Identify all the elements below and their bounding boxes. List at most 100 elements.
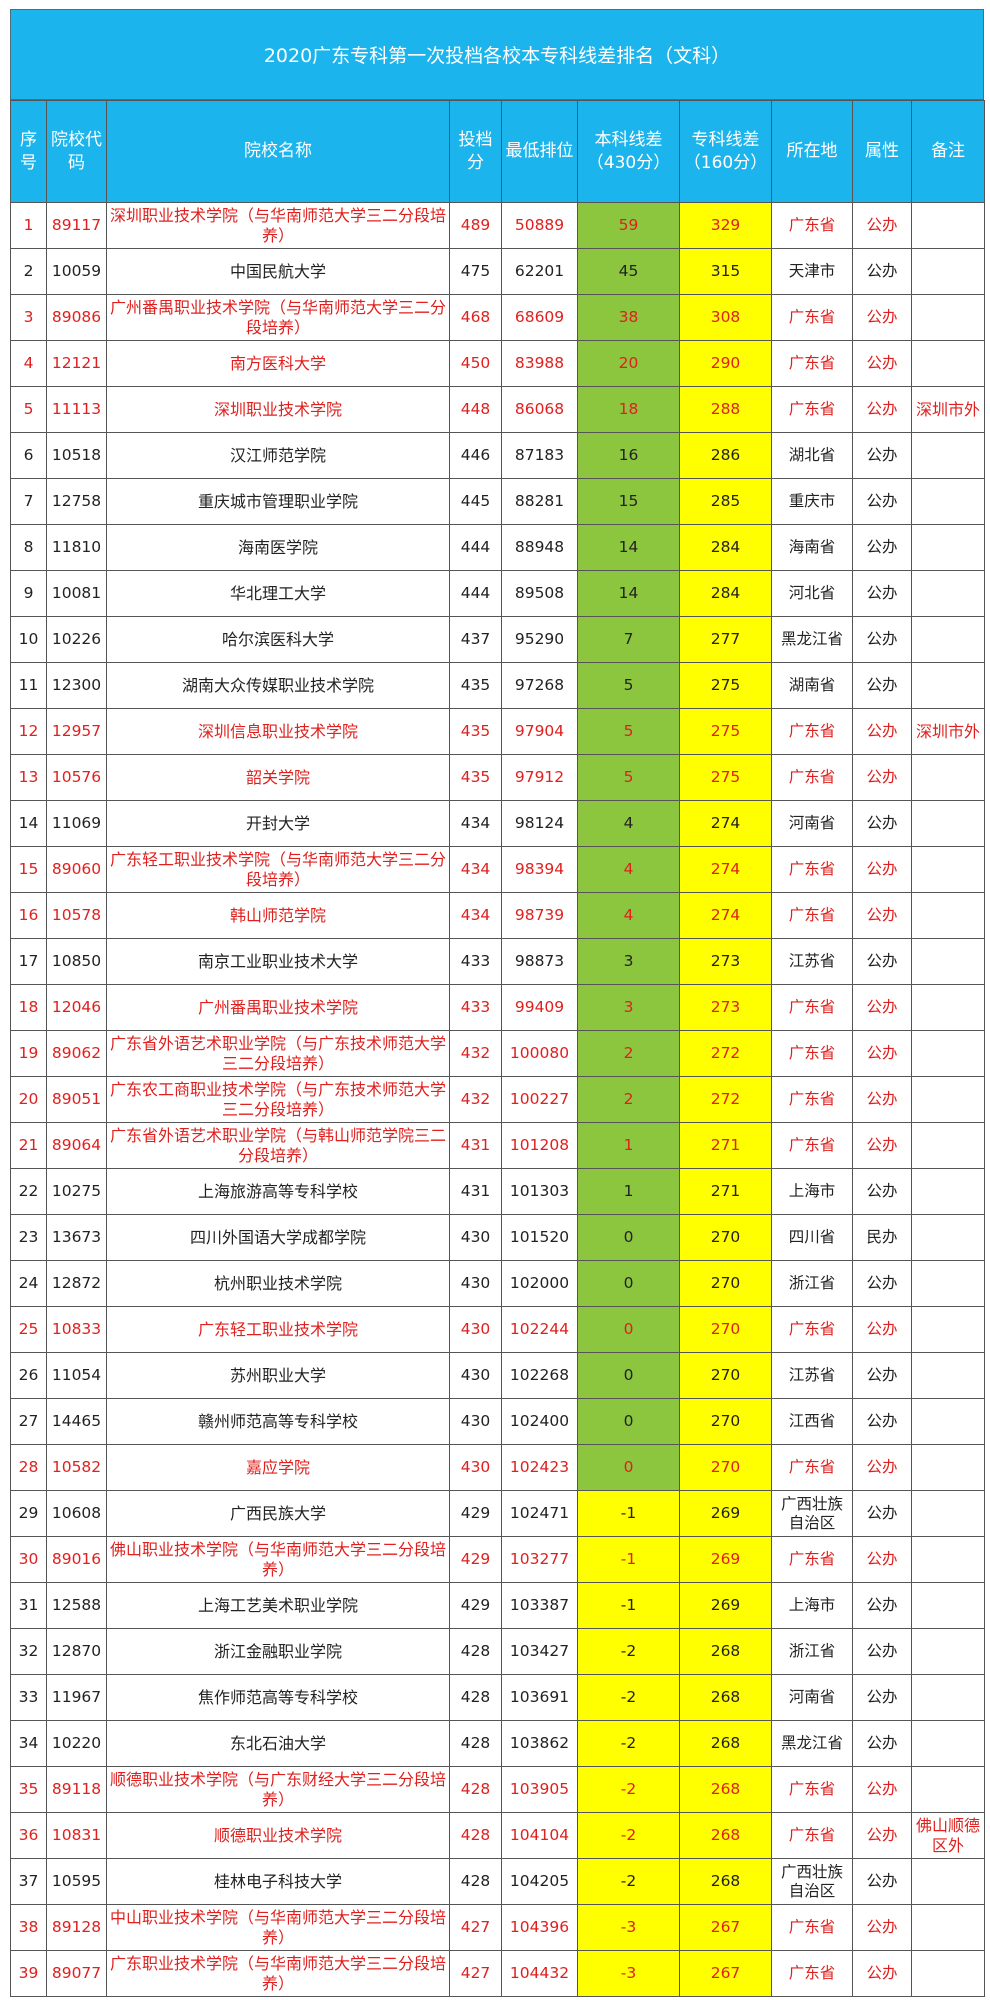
cell-rank: 102000 xyxy=(501,1260,578,1307)
ranking-table: 序号 院校代码 院校名称 投档分 最低排位 本科线差（430分） 专科线差（16… xyxy=(10,100,985,1997)
cell-rank: 101520 xyxy=(501,1214,578,1261)
cell-location: 黑龙江省 xyxy=(771,1720,853,1767)
table-row: 20 89051 广东农工商职业技术学院（与广东技术师范大学三二分段培养） 432 10… xyxy=(10,1076,985,1123)
cell-location: 四川省 xyxy=(771,1214,853,1261)
cell-code: 10831 xyxy=(46,1812,107,1859)
cell-rank: 97904 xyxy=(501,708,578,755)
cell-ben-diff: 14 xyxy=(577,570,680,617)
cell-rank: 104104 xyxy=(501,1812,578,1859)
cell-no: 39 xyxy=(10,1950,47,1997)
cell-zhuan-diff: 270 xyxy=(679,1306,772,1353)
cell-no: 28 xyxy=(10,1444,47,1491)
cell-score: 434 xyxy=(449,800,502,847)
cell-ben-diff: 1 xyxy=(577,1122,680,1169)
table-row: 6 10518 汉江师范学院 446 87183 16 286 湖北省 公办 xyxy=(10,432,985,479)
cell-location: 湖南省 xyxy=(771,662,853,709)
cell-ben-diff: 14 xyxy=(577,524,680,571)
cell-ben-diff: -1 xyxy=(577,1582,680,1629)
cell-type: 公办 xyxy=(852,1812,912,1859)
cell-code: 14465 xyxy=(46,1398,107,1445)
cell-type: 公办 xyxy=(852,1122,912,1169)
cell-code: 89060 xyxy=(46,846,107,893)
cell-zhuan-diff: 270 xyxy=(679,1214,772,1261)
cell-rank: 89508 xyxy=(501,570,578,617)
cell-ben-diff: 3 xyxy=(577,984,680,1031)
cell-location: 广东省 xyxy=(771,1306,853,1353)
cell-type: 公办 xyxy=(852,1260,912,1307)
cell-no: 14 xyxy=(10,800,47,847)
cell-note xyxy=(911,1858,985,1905)
cell-score: 428 xyxy=(449,1674,502,1721)
cell-no: 22 xyxy=(10,1168,47,1215)
cell-note xyxy=(911,570,985,617)
cell-note: 佛山顺德区外 xyxy=(911,1812,985,1859)
cell-no: 16 xyxy=(10,892,47,939)
cell-location: 广东省 xyxy=(771,892,853,939)
table-row: 37 10595 桂林电子科技大学 428 104205 -2 268 广西壮族自治区 公办 xyxy=(10,1858,985,1905)
cell-type: 公办 xyxy=(852,800,912,847)
cell-location: 江苏省 xyxy=(771,1352,853,1399)
cell-rank: 95290 xyxy=(501,616,578,663)
cell-type: 公办 xyxy=(852,1674,912,1721)
table-row: 19 89062 广东省外语艺术职业学院（与广东技术师范大学三二分段培养） 432 10… xyxy=(10,1030,985,1077)
cell-note xyxy=(911,1076,985,1123)
table-row: 3 89086 广州番禺职业技术学院（与华南师范大学三二分段培养） 468 68609 3… xyxy=(10,294,985,341)
table-row: 31 12588 上海工艺美术职业学院 429 103387 -1 269 上海市 公办 xyxy=(10,1582,985,1629)
cell-type: 公办 xyxy=(852,1628,912,1675)
cell-score: 430 xyxy=(449,1352,502,1399)
cell-type: 公办 xyxy=(852,1030,912,1077)
cell-name: 苏州职业大学 xyxy=(106,1352,450,1399)
cell-type: 公办 xyxy=(852,202,912,249)
cell-code: 12870 xyxy=(46,1628,107,1675)
cell-zhuan-diff: 267 xyxy=(679,1904,772,1951)
cell-name: 海南医学院 xyxy=(106,524,450,571)
cell-ben-diff: 59 xyxy=(577,202,680,249)
cell-score: 428 xyxy=(449,1720,502,1767)
cell-rank: 104432 xyxy=(501,1950,578,1997)
cell-type: 公办 xyxy=(852,846,912,893)
cell-ben-diff: -2 xyxy=(577,1628,680,1675)
cell-location: 广东省 xyxy=(771,340,853,387)
cell-score: 428 xyxy=(449,1628,502,1675)
cell-ben-diff: 45 xyxy=(577,248,680,295)
cell-code: 89086 xyxy=(46,294,107,341)
cell-name: 浙江金融职业学院 xyxy=(106,1628,450,1675)
cell-name: 华北理工大学 xyxy=(106,570,450,617)
header-no: 序号 xyxy=(10,100,47,203)
cell-code: 10595 xyxy=(46,1858,107,1905)
cell-ben-diff: -3 xyxy=(577,1904,680,1951)
cell-rank: 86068 xyxy=(501,386,578,433)
cell-name: 哈尔滨医科大学 xyxy=(106,616,450,663)
cell-zhuan-diff: 271 xyxy=(679,1122,772,1169)
cell-ben-diff: 2 xyxy=(577,1076,680,1123)
cell-no: 2 xyxy=(10,248,47,295)
cell-note xyxy=(911,1214,985,1261)
cell-code: 12300 xyxy=(46,662,107,709)
cell-ben-diff: 4 xyxy=(577,800,680,847)
cell-name: 赣州师范高等专科学校 xyxy=(106,1398,450,1445)
cell-location: 重庆市 xyxy=(771,478,853,525)
cell-code: 10226 xyxy=(46,616,107,663)
cell-zhuan-diff: 268 xyxy=(679,1766,772,1813)
cell-rank: 102268 xyxy=(501,1352,578,1399)
cell-zhuan-diff: 329 xyxy=(679,202,772,249)
cell-type: 公办 xyxy=(852,1306,912,1353)
cell-code: 89051 xyxy=(46,1076,107,1123)
cell-rank: 102471 xyxy=(501,1490,578,1537)
cell-score: 446 xyxy=(449,432,502,479)
cell-no: 23 xyxy=(10,1214,47,1261)
cell-location: 广东省 xyxy=(771,1766,853,1813)
cell-score: 437 xyxy=(449,616,502,663)
cell-no: 4 xyxy=(10,340,47,387)
cell-ben-diff: 5 xyxy=(577,754,680,801)
cell-name: 焦作师范高等专科学校 xyxy=(106,1674,450,1721)
cell-zhuan-diff: 286 xyxy=(679,432,772,479)
cell-no: 21 xyxy=(10,1122,47,1169)
cell-name: 重庆城市管理职业学院 xyxy=(106,478,450,525)
cell-name: 广东轻工职业技术学院（与华南师范大学三二分段培养） xyxy=(106,846,450,893)
cell-no: 8 xyxy=(10,524,47,571)
table-row: 33 11967 焦作师范高等专科学校 428 103691 -2 268 河南省 公办 xyxy=(10,1674,985,1721)
cell-zhuan-diff: 270 xyxy=(679,1398,772,1445)
table-title: 2020广东专科第一次投档各校本专科线差排名（文科） xyxy=(10,9,984,100)
cell-type: 公办 xyxy=(852,662,912,709)
